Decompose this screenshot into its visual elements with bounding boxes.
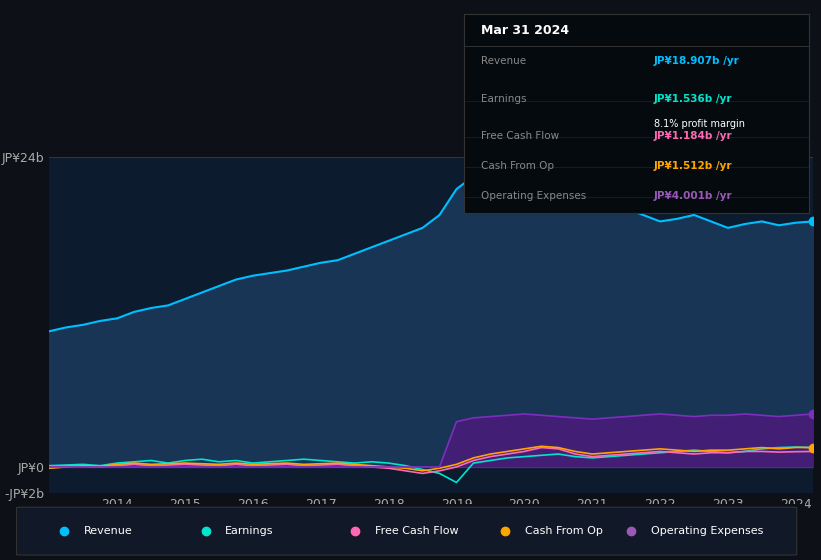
Text: Earnings: Earnings xyxy=(225,526,273,535)
Text: Revenue: Revenue xyxy=(84,526,132,535)
Text: Operating Expenses: Operating Expenses xyxy=(481,191,586,201)
Text: Revenue: Revenue xyxy=(481,56,526,66)
Text: Mar 31 2024: Mar 31 2024 xyxy=(481,24,569,37)
Text: JP¥1.536b /yr: JP¥1.536b /yr xyxy=(654,94,732,104)
Text: Operating Expenses: Operating Expenses xyxy=(651,526,764,535)
Text: JP¥18.907b /yr: JP¥18.907b /yr xyxy=(654,56,739,66)
FancyBboxPatch shape xyxy=(16,507,796,555)
Text: 8.1% profit margin: 8.1% profit margin xyxy=(654,119,745,129)
Text: JP¥1.512b /yr: JP¥1.512b /yr xyxy=(654,161,732,171)
Text: JP¥4.001b /yr: JP¥4.001b /yr xyxy=(654,191,732,201)
Text: JP¥1.184b /yr: JP¥1.184b /yr xyxy=(654,131,732,141)
Text: Cash From Op: Cash From Op xyxy=(525,526,603,535)
Text: Free Cash Flow: Free Cash Flow xyxy=(375,526,459,535)
Text: Free Cash Flow: Free Cash Flow xyxy=(481,131,559,141)
Text: Earnings: Earnings xyxy=(481,94,526,104)
Text: Cash From Op: Cash From Op xyxy=(481,161,554,171)
